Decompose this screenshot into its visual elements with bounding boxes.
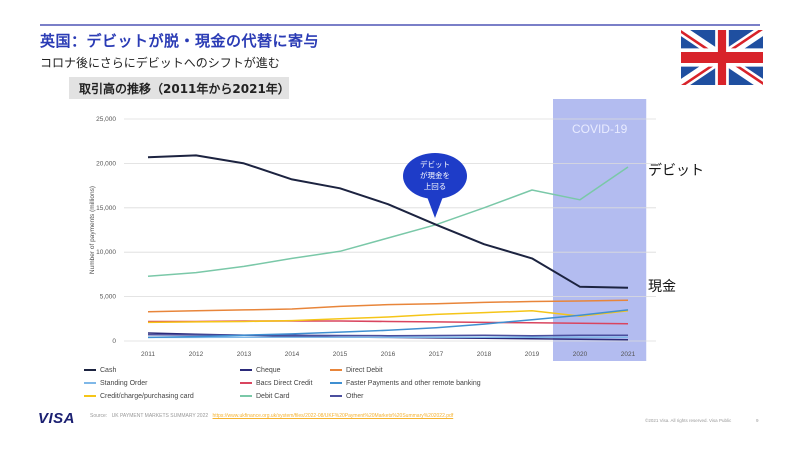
y-tick-label: 20,000 (96, 160, 116, 167)
visa-logo: VISA (38, 410, 76, 427)
legend-swatch (240, 395, 252, 398)
covid-band (553, 99, 647, 361)
legend-label: Debit Card (256, 393, 290, 400)
legend-swatch (330, 369, 342, 372)
section-label: 取引高の推移（2011年から2021年） (79, 82, 290, 96)
page-number: 9 (756, 418, 759, 423)
legend-item-cash: Cash (84, 367, 116, 374)
legend-label: Bacs Direct Credit (256, 380, 313, 387)
source-note: Source: UK PAYMENT MARKETS SUMMARY 2022 … (90, 413, 453, 419)
y-tick-label: 5,000 (100, 294, 117, 301)
legend-item-direct-debit: Direct Debit (330, 367, 383, 374)
y-tick-label: 0 (112, 338, 116, 345)
covid-label: COVID-19 (572, 122, 628, 136)
x-tick-label: 2017 (429, 351, 444, 358)
x-tick-label: 2018 (477, 351, 492, 358)
callout-bubble (403, 153, 467, 199)
legend-label: Standing Order (100, 380, 148, 387)
legend-swatch (84, 382, 96, 385)
legend-label: Cash (100, 367, 117, 374)
legend-item-standing-order: Standing Order (84, 380, 147, 387)
x-tick-label: 2016 (381, 351, 396, 358)
x-tick-label: 2020 (573, 351, 588, 358)
series-line-faster-payments-and-other-remote-banking (147, 309, 629, 339)
x-tick-label: 2012 (189, 351, 204, 358)
page-subtitle: コロナ後にさらにデビットへのシフトが進む (40, 56, 280, 70)
x-tick-label: 2014 (285, 351, 300, 358)
y-ticks: 0 5,000 10,000 15,000 20,000 25,000 (96, 116, 116, 345)
legend-label: Direct Debit (346, 367, 383, 374)
callout-line-3: 上回る (424, 182, 447, 191)
cash-side-label: 現金 (648, 279, 676, 295)
legend-item-cheque: Cheque (240, 367, 281, 374)
header-rule (40, 24, 760, 26)
x-tick-label: 2013 (237, 351, 252, 358)
legend-swatch (84, 395, 96, 398)
legend-swatch (84, 369, 96, 372)
callout-line-1: デビット (420, 159, 450, 169)
series-line-credit-charge-purchasing-card (147, 310, 629, 324)
section-label-box (69, 77, 289, 99)
legend-item-other: Other (330, 393, 364, 400)
legend-item-credit-card: Credit/charge/purchasing card (84, 393, 194, 400)
page-title: 英国：デビットが脱・現金の代替に寄与 (40, 32, 320, 50)
x-ticks: 2011 2012 2013 2014 2015 2016 2017 2018 2019 2020… (141, 351, 636, 358)
series-lines (147, 154, 629, 341)
legend-label: Cheque (256, 367, 281, 374)
legend-item-debit-card: Debit Card (240, 393, 289, 400)
series-line-direct-debit (147, 299, 629, 313)
legend-swatch (330, 395, 342, 398)
source-link[interactable]: https://www.ukfinance.org.uk/system/file… (212, 413, 454, 419)
source-title: UK PAYMENT MARKETS SUMMARY 2022 (111, 413, 209, 419)
legend-label: Other (346, 393, 364, 400)
grid (124, 118, 656, 342)
callout-pointer (426, 194, 444, 218)
x-tick-label: 2019 (525, 351, 540, 358)
legend-item-faster-payments: Faster Payments and other remote banking (330, 380, 481, 387)
series-line-debit-card (147, 166, 629, 277)
uk-flag-icon (681, 30, 763, 85)
callout-line-2: が現金を (420, 170, 450, 180)
legend-swatch (330, 382, 342, 385)
y-tick-label: 25,000 (96, 116, 116, 123)
legend-swatch (240, 382, 252, 385)
x-tick-label: 2021 (621, 351, 636, 358)
copyright-text: ©2021 Visa. All rights reserved. Visa Pu… (645, 418, 732, 423)
legend-label: Credit/charge/purchasing card (100, 393, 194, 400)
source-label: Source: (90, 413, 108, 419)
legend-swatch (240, 369, 252, 372)
legend-item-bacs: Bacs Direct Credit (240, 380, 312, 387)
y-tick-label: 10,000 (96, 249, 116, 256)
y-axis-label: Number of payments (millions) (89, 186, 96, 274)
x-tick-label: 2015 (333, 351, 348, 358)
crossover-callout: デビット が現金を 上回る (403, 153, 467, 218)
legend-label: Faster Payments and other remote banking (346, 380, 481, 387)
debit-side-label: デビット (648, 163, 704, 179)
series-line-cash (147, 154, 629, 289)
x-tick-label: 2011 (141, 351, 155, 358)
y-tick-label: 15,000 (96, 205, 116, 212)
